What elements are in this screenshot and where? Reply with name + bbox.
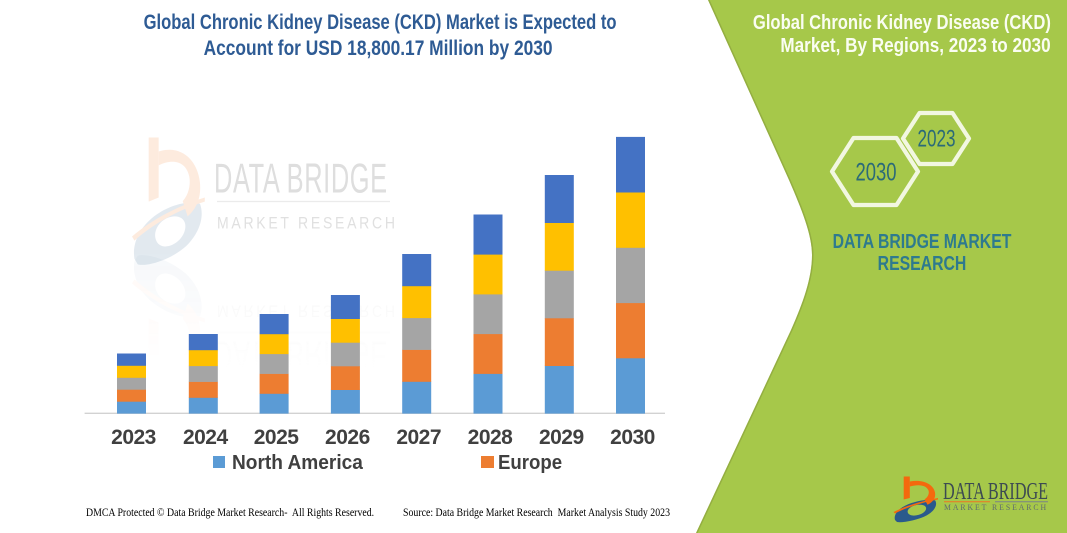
svg-text:2023: 2023: [918, 126, 956, 153]
svg-text:MARKET RESEARCH: MARKET RESEARCH: [944, 503, 1048, 512]
svg-text:DATA BRIDGE: DATA BRIDGE: [943, 479, 1048, 505]
svg-text:2030: 2030: [856, 159, 897, 187]
